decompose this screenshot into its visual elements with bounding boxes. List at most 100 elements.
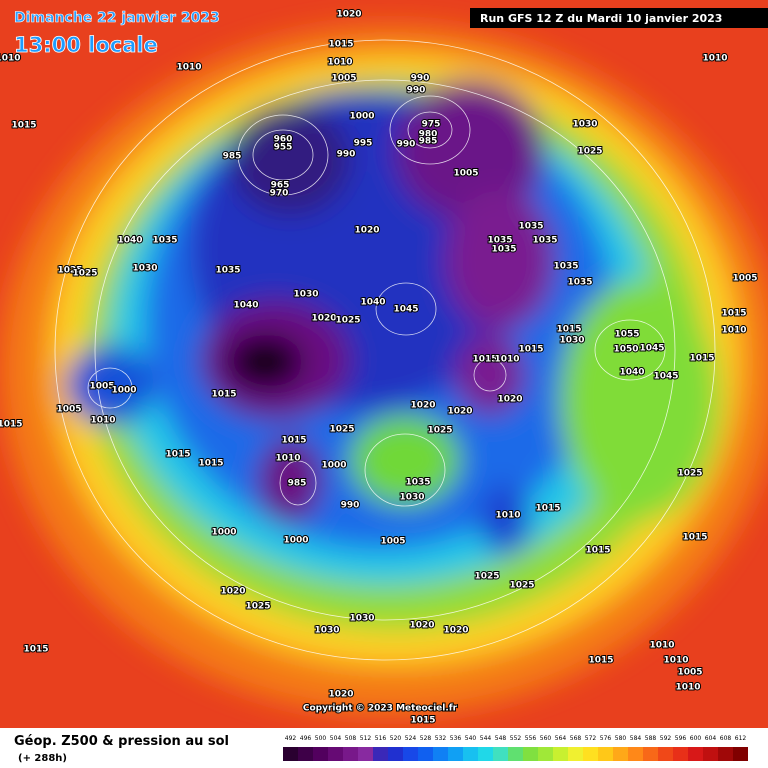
pressure-label: 1005 [89,382,114,392]
scale-swatch [493,747,508,761]
pressure-label: 1000 [111,386,136,396]
pressure-label: 1010 [721,326,746,336]
pressure-labels: 1020101510101010101010151005101099099010… [0,9,759,727]
scale-label: 496 [300,735,312,742]
pressure-label: 1040 [360,298,385,308]
pressure-label: 1015 [198,459,223,469]
scale-label: 568 [570,735,582,742]
scale-swatch [598,747,613,761]
scale-label: 532 [435,735,447,742]
scale-swatch [463,747,478,761]
run: Run GFS 12 Z du Mardi 10 janvier 2023 [480,12,722,25]
scale-swatch [358,747,373,761]
scale-swatch [313,747,328,761]
scale-label: 540 [465,735,477,742]
pressure-label: 1015 [535,504,560,514]
scale-swatch [418,747,433,761]
scale-label: 608 [720,735,732,742]
scale-label: 576 [600,735,612,742]
pressure-label: 1045 [393,305,418,315]
pressure-label: 1035 [553,262,578,272]
pressure-label: 1035 [152,236,177,246]
scale-swatch [343,747,358,761]
pressure-label: 1015 [0,420,23,430]
pressure-label: 1020 [497,395,522,405]
scale-swatch [538,747,553,761]
pressure-label: 1000 [211,528,236,538]
scale-label: 588 [645,735,657,742]
scale-swatch [733,747,748,761]
pressure-label: 1015 [689,354,714,364]
scale-swatch [388,747,403,761]
scale-swatch [283,747,298,761]
scale-swatch [508,747,523,761]
scale-swatch [703,747,718,761]
scale-swatch [433,747,448,761]
pressure-label: 1020 [336,10,361,20]
pressure-label: 1015 [11,121,36,131]
pressure-label: 955 [274,143,293,153]
pressure-label: 1045 [639,344,664,354]
pressure-label: 1035 [518,222,543,232]
pressure-label: 1015 [518,345,543,355]
pressure-label: 990 [337,150,356,160]
pressure-label: 1030 [349,614,374,624]
pressure-label: 1010 [675,683,700,693]
scale-label: 508 [345,735,357,742]
legend-title: Géop. Z500 & pression au sol [14,734,229,749]
scale-swatch [328,747,343,761]
scale-label: 516 [375,735,387,742]
pressure-label: 1015 [410,716,435,726]
pressure-label: 1020 [443,626,468,636]
scale-label: 560 [540,735,552,742]
pressure-label: 1025 [335,316,360,326]
pressure-label: 1025 [509,581,534,591]
pressure-label: 1025 [427,426,452,436]
scale-swatch [718,747,733,761]
scale-swatch [613,747,628,761]
scale-swatch [688,747,703,761]
pressure-label: 1025 [329,425,354,435]
scale-label: 552 [510,735,522,742]
pressure-label: 1020 [409,621,434,631]
pressure-label: 990 [397,140,416,150]
pressure-label: 1015 [211,390,236,400]
pressure-label: 1035 [567,278,592,288]
pressure-label: 1020 [447,407,472,417]
pressure-label: 1005 [677,668,702,678]
scale-label: 512 [360,735,372,742]
scale-label: 544 [480,735,492,742]
scale-label: 528 [420,735,432,742]
scale-swatch [553,747,568,761]
pressure-label: 960 [274,135,293,145]
pressure-label: 1025 [677,469,702,479]
pressure-label: 975 [422,120,441,130]
pressure-label: 980 [419,130,438,140]
pressure-label: 1010 [494,355,519,365]
scale-label: 492 [285,735,297,742]
pressure-label: 990 [411,74,430,84]
pressure-label: 985 [419,137,438,147]
pressure-label: 1025 [474,572,499,582]
pressure-label: 990 [341,501,360,511]
pressure-label: 1020 [354,226,379,236]
scale-swatch [628,747,643,761]
pressure-label: 1040 [117,236,142,246]
scale-swatch [643,747,658,761]
pressure-label: 1005 [732,274,757,284]
pressure-label: 970 [270,189,289,199]
pressure-label: 1015 [328,40,353,50]
scale-label: 592 [660,735,672,742]
scale-swatch [478,747,493,761]
pressure-label: 1025 [577,147,602,157]
pressure-label: 965 [271,181,290,191]
pressure-label: 1005 [380,537,405,547]
pressure-label: 1010 [0,54,21,64]
pressure-label: 1000 [283,536,308,546]
scale-label: 584 [630,735,642,742]
pressure-label: 1025 [72,269,97,279]
pressure-label: 1010 [275,454,300,464]
pressure-label: 1010 [702,54,727,64]
pressure-label: 1030 [559,336,584,346]
